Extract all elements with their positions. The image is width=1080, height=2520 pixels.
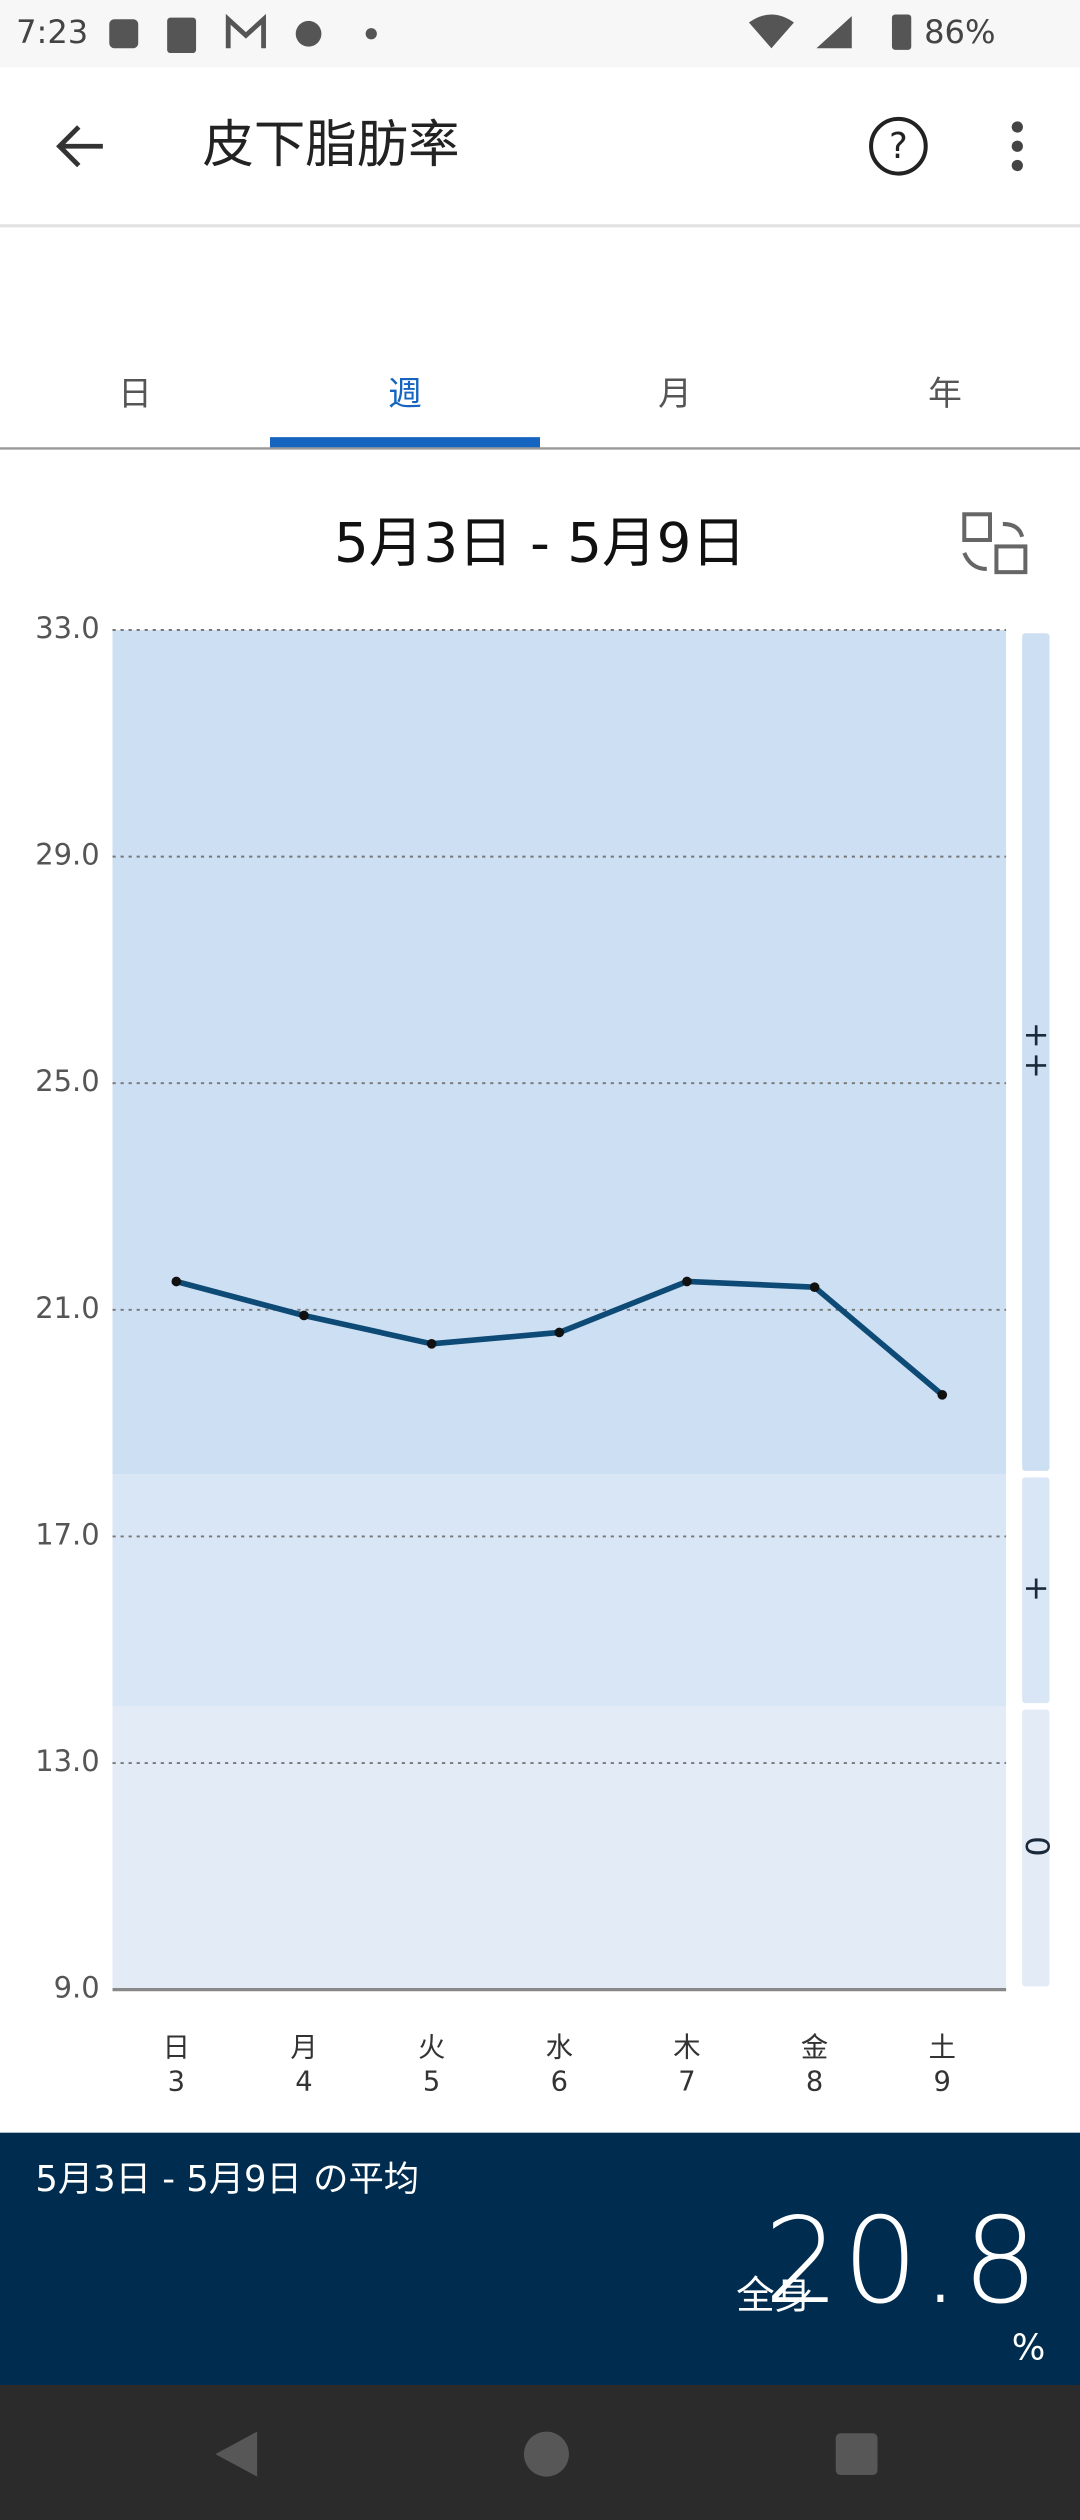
range-band	[112, 630, 1007, 1475]
tab[interactable]: 日	[118, 374, 152, 413]
range-label: 0	[1018, 1836, 1056, 1860]
status-bar	[0, 0, 1080, 68]
data-point	[937, 1389, 948, 1400]
y-tick-label: 21.0	[35, 1291, 99, 1325]
summary-title: 5月3日 - 5月9日 の平均	[35, 2159, 419, 2200]
x-tick-weekday: 水	[546, 2033, 573, 2064]
x-tick-label: 6	[551, 2066, 568, 2097]
back-button[interactable]	[56, 125, 103, 168]
x-tick-label: 4	[295, 2066, 312, 2097]
tab[interactable]: 月	[658, 374, 692, 413]
status-battery: 86%	[924, 13, 995, 51]
y-tick-label: 25.0	[35, 1064, 99, 1098]
x-tick-weekday: 日	[163, 2033, 190, 2064]
summary-label: 全身	[736, 2274, 813, 2319]
range-band	[112, 1706, 1007, 1990]
summary-unit: %	[1012, 2328, 1046, 2369]
data-point	[299, 1310, 309, 1321]
nav-home[interactable]	[523, 2431, 569, 2477]
y-tick-label: 33.0	[35, 611, 99, 645]
chart: 0+++9.013.017.021.025.029.033.0日3月4火5水6木…	[35, 611, 1056, 2097]
tab-indicator	[270, 437, 540, 449]
y-tick-label: 29.0	[35, 838, 99, 872]
svg-text:?: ?	[889, 126, 908, 167]
data-point	[809, 1282, 820, 1292]
data-point	[554, 1327, 565, 1338]
more-button[interactable]	[1011, 121, 1023, 172]
swap-button[interactable]	[962, 512, 1028, 575]
data-point	[426, 1338, 437, 1349]
data-point	[171, 1276, 182, 1287]
tab[interactable]: 年	[928, 374, 962, 413]
y-tick-label: 13.0	[35, 1744, 99, 1778]
y-tick-label: 17.0	[35, 1517, 99, 1551]
summary-panel	[0, 2132, 1080, 2385]
range-label: ++	[1018, 1022, 1056, 1082]
x-tick-weekday: 土	[929, 2033, 956, 2064]
summary-value: 20.8	[764, 2193, 1042, 2331]
tab-bar: 日週月年	[118, 374, 962, 449]
x-tick-label: 9	[934, 2066, 951, 2097]
status-time: 7:23	[16, 13, 88, 51]
help-button[interactable]: ?	[869, 116, 928, 176]
x-tick-label: 5	[423, 2066, 440, 2097]
app-title: 皮下脂肪率	[203, 115, 460, 175]
range-strip	[1022, 633, 1050, 1471]
range-strip	[1022, 1709, 1050, 1987]
x-tick-weekday: 火	[418, 2033, 445, 2064]
x-tick-weekday: 木	[673, 2033, 700, 2064]
nav-recents[interactable]	[835, 2433, 878, 2475]
y-tick-label: 9.0	[54, 1971, 100, 2005]
nav-back[interactable]	[215, 2431, 258, 2477]
range-band	[112, 1474, 1007, 1707]
range-label: +	[1018, 1575, 1056, 1605]
x-tick-weekday: 月	[290, 2033, 317, 2064]
x-tick-label: 7	[678, 2066, 695, 2097]
date-range: 5月3日 - 5月9日	[334, 511, 746, 575]
app-bar	[0, 67, 1080, 225]
range-strip	[1022, 1477, 1050, 1704]
x-tick-label: 3	[168, 2066, 185, 2097]
x-tick-weekday: 金	[801, 2033, 828, 2064]
data-point	[682, 1276, 692, 1287]
x-tick-label: 8	[806, 2066, 823, 2097]
tab[interactable]: 週	[388, 374, 422, 413]
status-icons	[109, 13, 912, 54]
